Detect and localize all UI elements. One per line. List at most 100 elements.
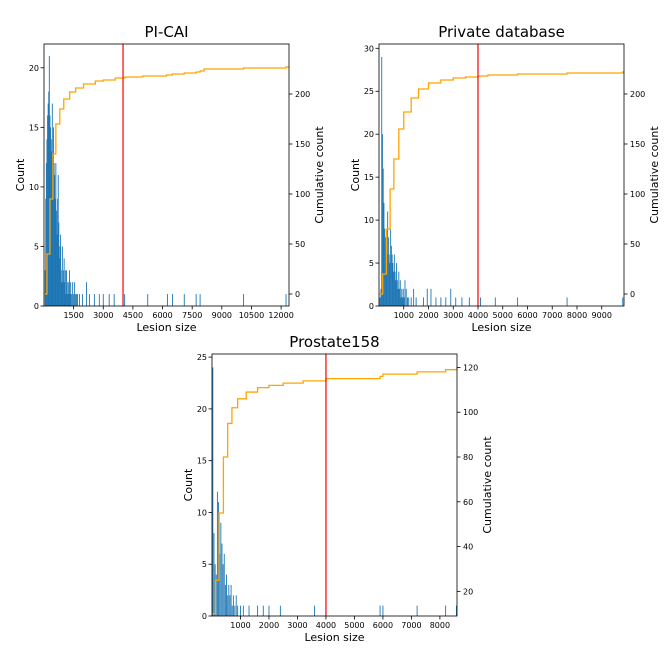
chart0-bar-37 [66, 282, 68, 306]
chart1-bar-33 [404, 280, 406, 306]
chart0-bar-17 [54, 198, 56, 306]
chart0-bar-32 [63, 258, 65, 306]
chart0-bar-1 [45, 198, 47, 306]
chart1-ytick-label-3: 15 [364, 173, 374, 182]
chart1-bar-49 [468, 297, 470, 306]
chart1-ytick-label-5: 25 [364, 87, 374, 96]
chart0-bar-4 [47, 115, 49, 306]
chart0-bar-29 [61, 246, 63, 306]
chart2-xtick-label-7: 8000 [430, 621, 450, 630]
chart0-bar-50 [77, 294, 79, 306]
chart2-bar-22 [240, 605, 241, 616]
chart1-bar-48 [461, 297, 463, 306]
chart2-y2tick-label-1: 40 [463, 543, 473, 552]
chart0-bar-28 [61, 282, 63, 306]
chart0-frame [43, 43, 290, 307]
chart0-bar-46 [73, 294, 75, 306]
chart0-xtick-label-3: 6000 [152, 311, 172, 320]
chart0-bar-25 [59, 246, 61, 306]
chart2-y2tick-label-0: 20 [463, 587, 473, 596]
chart1-bar-51 [494, 297, 496, 306]
chart2-bar-16 [230, 584, 232, 616]
chart0-bar-44 [71, 294, 73, 306]
chart0-bar-47 [74, 282, 76, 306]
chart1-bar-54 [622, 297, 624, 306]
chart0-bar-53 [86, 282, 87, 306]
chart2-bar-34 [455, 605, 457, 616]
chart2-bar-1 [213, 533, 215, 616]
chart0-xtick-label-6: 10500 [239, 311, 264, 320]
chart0-bar-43 [70, 282, 72, 306]
chart1-bar-25 [398, 271, 400, 306]
chart1-xtick-label-5: 6000 [517, 311, 537, 320]
chart1-xtick-label-2: 3000 [443, 311, 463, 320]
chart2-xtick-label-2: 3000 [287, 621, 307, 630]
chart0-bar-64 [183, 294, 185, 306]
chart2-xtick-label-0: 1000 [230, 621, 250, 630]
chart1-bar-4 [382, 168, 384, 306]
chart0-bar-65 [195, 294, 197, 306]
chart2: 1000 2000 3000 4000 5000 6000 7000 8000 0 5 10 15 20… [182, 333, 494, 644]
chart1-xtick-label-6: 7000 [542, 311, 562, 320]
chart1-bar-40 [423, 297, 424, 306]
chart2-bar-33 [445, 605, 447, 616]
chart1-y2tick-label-3: 150 [630, 140, 645, 149]
chart0-bar-62 [167, 294, 168, 306]
chart0-y2tick-label-1: 50 [295, 240, 305, 249]
chart0-xtick-label-4: 7500 [182, 311, 202, 320]
chart0-bar-57 [102, 294, 104, 306]
chart2-bar-18 [232, 595, 234, 616]
chart1-frame [378, 43, 625, 307]
chart0-xtick-label-5: 9000 [212, 311, 232, 320]
chart2-bar-32 [416, 605, 418, 616]
chart0-xlabel: Lesion size [136, 321, 196, 334]
chart0-bar-11 [51, 139, 53, 306]
chart0-ylabel: Count [14, 158, 27, 191]
chart1-bar-53 [566, 297, 568, 306]
chart2-bar-13 [227, 595, 229, 616]
chart0-bar-41 [69, 270, 70, 306]
chart1-xtick-label-7: 8000 [567, 311, 587, 320]
chart1-y2label: Cumulative count [648, 126, 661, 224]
chart0-bar-51 [79, 294, 81, 306]
chart0-bar-6 [48, 91, 50, 306]
chart0-xtick-label-7: 12000 [268, 311, 293, 320]
chart0-bar-66 [199, 294, 201, 306]
chart0-bar-12 [51, 103, 53, 306]
chart1-ytick-label-0: 0 [369, 302, 374, 311]
chart2-bar-4 [216, 491, 218, 616]
chart1-bar-2 [381, 56, 383, 306]
chart0-bar-45 [72, 282, 74, 306]
chart0-bar-42 [69, 294, 71, 306]
chart0-title: PI-CAI [144, 23, 188, 41]
chart1-bar-27 [399, 280, 401, 306]
chart0-bar-60 [124, 294, 126, 306]
chart1-bar-39 [415, 297, 417, 306]
chart2-bar-17 [231, 605, 233, 616]
chart1-y2tick-label-4: 200 [630, 90, 645, 99]
chart0-y2tick-label-2: 100 [295, 190, 310, 199]
chart0-xtick-label-1: 3000 [93, 311, 113, 320]
chart1-plot-area [379, 44, 624, 306]
chart1-bar-16 [391, 254, 393, 306]
chart2-bar-24 [248, 605, 250, 616]
chart0-bar-63 [171, 294, 173, 306]
chart1-bar-36 [408, 297, 410, 306]
chart2-bar-21 [237, 605, 239, 616]
chart0-bar-49 [76, 294, 78, 306]
chart1-bar-18 [393, 271, 395, 306]
chart0-cumulative-line [44, 66, 289, 295]
chart0-bar-54 [88, 294, 90, 306]
chart2-cumulative-line [212, 367, 457, 615]
chart1-y2tick-label-2: 100 [630, 190, 645, 199]
chart1-cumulative-line [379, 71, 624, 295]
chart0-bar-59 [113, 294, 115, 306]
chart0-y2tick-label-3: 150 [295, 140, 310, 149]
chart1-bar-32 [403, 297, 405, 306]
chart2-bar-14 [228, 584, 230, 616]
chart1-bar-20 [394, 271, 396, 306]
chart1-bar-21 [395, 280, 397, 306]
chart1-bar-22 [396, 263, 398, 306]
chart1-ytick-label-1: 5 [369, 259, 374, 268]
chart2-bar-20 [235, 595, 237, 616]
